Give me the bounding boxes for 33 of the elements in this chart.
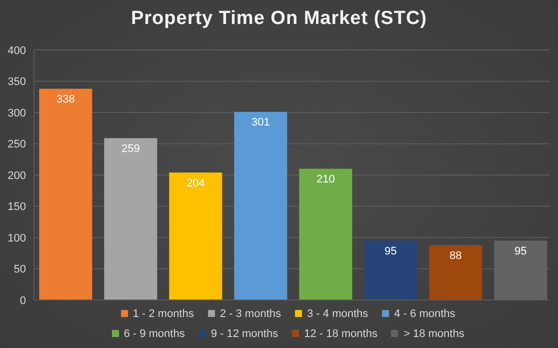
data-label: 210 — [316, 174, 335, 186]
y-tick-label: 400 — [8, 44, 26, 57]
legend-label: 2 - 3 months — [218, 307, 281, 322]
bar — [299, 168, 352, 300]
chart-title: Property Time On Market (STC) — [130, 8, 428, 30]
data-label: 301 — [251, 116, 270, 129]
bar — [429, 245, 482, 300]
bar — [234, 112, 288, 300]
data-label: 95 — [384, 245, 397, 258]
y-tick-label: 250 — [8, 138, 26, 151]
legend-label: 9 - 12 months — [210, 327, 278, 342]
legend-label: 12 - 18 months — [303, 327, 378, 342]
data-label: 338 — [56, 94, 75, 106]
legend-label: 1 - 2 months — [132, 307, 194, 322]
legend-label: 3 - 4 months — [306, 307, 368, 322]
y-tick-label: 150 — [8, 201, 26, 214]
y-tick-label: 50 — [14, 264, 26, 276]
y-tick-label: 0 — [20, 294, 26, 307]
legend-label: > 18 months — [402, 327, 464, 342]
data-label: 259 — [121, 142, 140, 155]
y-tick-label: 200 — [8, 170, 26, 182]
legend-label: 4 - 6 months — [393, 307, 456, 322]
y-tick-label: 300 — [8, 107, 26, 120]
data-label: 204 — [186, 177, 205, 190]
y-tick-label: 350 — [8, 76, 26, 88]
data-label: 88 — [450, 250, 462, 262]
bar — [169, 172, 222, 300]
legend-label: 6 - 9 months — [122, 327, 185, 342]
bar — [39, 88, 92, 300]
bar — [104, 138, 158, 300]
bar — [364, 240, 418, 300]
y-tick-label: 100 — [8, 232, 26, 244]
data-label: 95 — [514, 245, 527, 258]
